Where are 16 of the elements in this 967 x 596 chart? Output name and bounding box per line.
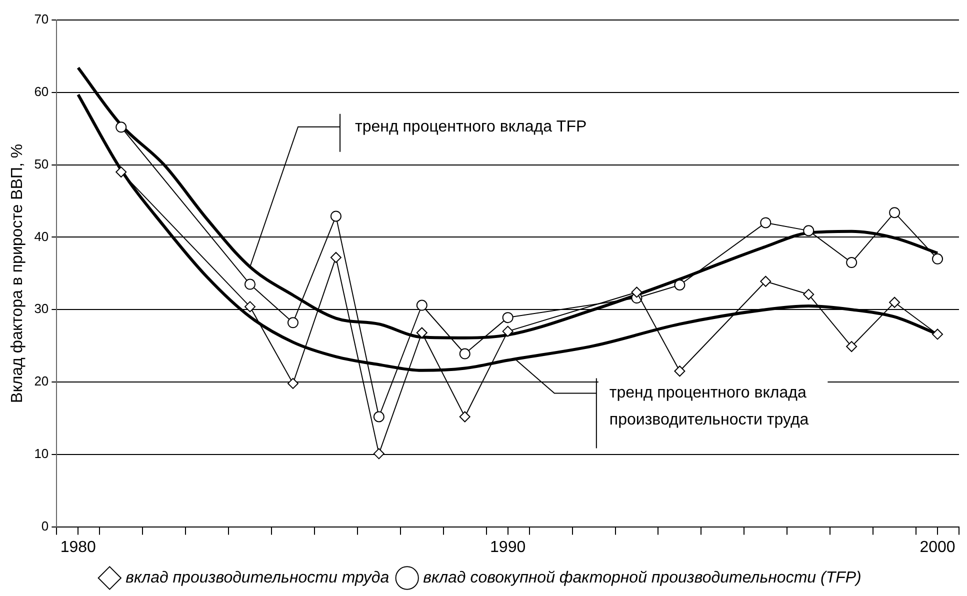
x-tick-label: 1990 (490, 538, 526, 556)
annotation: тренд процентного вклада TFP (355, 118, 587, 136)
y-tick-label: 20 (34, 374, 49, 389)
y-axis-title: Вклад фактора в приросте ВВП, % (9, 144, 26, 403)
y-tick-label: 50 (34, 156, 49, 172)
x-tick-label: 2000 (920, 538, 956, 556)
legend-label: вклад производительности труда (126, 569, 390, 586)
annotation: тренд процентного вклада производительности труда (609, 384, 809, 429)
x-tick-label: 1980 (60, 538, 96, 556)
y-tick-label: 0 (41, 518, 49, 534)
y-tick-label: 40 (34, 228, 49, 244)
y-tick-label: 30 (34, 301, 49, 316)
y-tick-label: 60 (34, 84, 49, 99)
y-tick-label: 10 (34, 446, 49, 461)
y-tick-label: 70 (34, 12, 49, 27)
legend-label: вклад совокупной факторной производительности (TFP) (423, 569, 862, 586)
